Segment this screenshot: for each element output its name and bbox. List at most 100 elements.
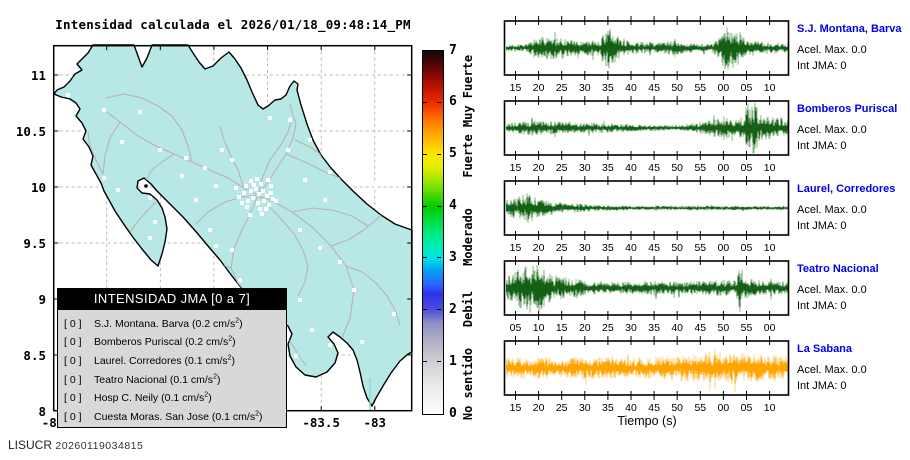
- time-tick-label: 30: [578, 402, 591, 414]
- road-line: [129, 201, 157, 233]
- time-tick-label: 20: [532, 162, 545, 174]
- costa-rica-landmass: [53, 44, 413, 407]
- time-tick-label: 10: [763, 242, 776, 254]
- colorbar-category-text: No sentido: [461, 348, 475, 421]
- station-marker: [268, 116, 272, 120]
- station-marker: [194, 198, 198, 202]
- waveform-trace: [506, 270, 788, 307]
- station-marker: [184, 156, 188, 160]
- time-tick-label: 05: [740, 242, 753, 254]
- station-marker: [214, 184, 218, 188]
- legend-intensity-value: [ 0 ]: [64, 373, 82, 386]
- int-jma-label: Int JMA: 0: [797, 300, 847, 312]
- station-marker: [266, 178, 270, 182]
- time-tick-label: 15: [509, 402, 522, 414]
- station-marker: [267, 203, 271, 207]
- jma-intensity-legend: INTENSIDAD JMA [0 a 7] [ 0 ] S.J. Montana…: [57, 288, 287, 429]
- legend-station-row: [ 0 ] Bomberos Puriscal (0.2 cm/s2): [58, 332, 286, 351]
- station-marker: [264, 207, 268, 211]
- time-tick-label: 50: [717, 322, 730, 334]
- station-marker: [203, 166, 207, 170]
- time-tick-label: 40: [625, 242, 637, 254]
- costa-rica-map: [52, 44, 413, 412]
- station-marker: [269, 184, 273, 188]
- colorbar-category-text: Muy Fuerte: [461, 55, 475, 128]
- legend-intensity-value: [ 0 ]: [64, 317, 82, 330]
- station-marker: [251, 196, 255, 200]
- station-marker: [242, 191, 246, 195]
- station-marker: [238, 278, 242, 282]
- colorbar-tick: [437, 361, 441, 363]
- time-tick-label: 35: [602, 82, 614, 94]
- y-tick-label: 10.5: [15, 124, 46, 139]
- time-tick-label: 10: [763, 82, 776, 94]
- time-tick-label: 30: [578, 82, 591, 94]
- int-jma-label: Int JMA: 0: [797, 140, 847, 152]
- colorbar-number: 2: [449, 301, 457, 317]
- legend-intensity-value: [ 0 ]: [64, 392, 82, 405]
- colorbar-tick: [423, 101, 427, 103]
- intensity-colorbar: [422, 50, 444, 415]
- y-tick-label: 10: [30, 180, 46, 195]
- station-marker: [245, 205, 249, 209]
- colorbar-number: 4: [449, 198, 457, 214]
- station-marker: [294, 354, 298, 358]
- legend-station-name: Bomberos Puriscal (0.2 cm/s2): [94, 335, 236, 349]
- seismogram-plot-2: [503, 96, 790, 160]
- jma-legend-rows: [ 0 ] S.J. Montana. Barva (0.2 cm/s2)[ 0 …: [57, 310, 287, 429]
- station-marker: [208, 228, 212, 232]
- colorbar-category-text: Debil: [461, 291, 475, 328]
- accel-max-label: Acel. Max. 0.0: [797, 124, 867, 136]
- colorbar-tick: [437, 205, 441, 207]
- legend-station-name: Hosp C. Neily (0.1 cm/s2): [94, 391, 212, 405]
- time-tick-label: 10: [763, 162, 776, 174]
- station-marker: [260, 212, 264, 216]
- station-marker: [271, 197, 275, 201]
- int-jma-label: Int JMA: 0: [797, 220, 847, 232]
- legend-intensity-value: [ 0 ]: [64, 411, 82, 424]
- y-tick-label: 9.5: [23, 236, 46, 251]
- time-tick-label: 30: [578, 242, 591, 254]
- legend-intensity-value: [ 0 ]: [64, 354, 82, 367]
- time-tick-label: 00: [717, 82, 730, 94]
- time-tick-label: 55: [694, 402, 707, 414]
- colorbar-tick: [437, 101, 441, 103]
- station-marker: [153, 220, 157, 224]
- time-tick-label: 55: [694, 162, 707, 174]
- station-marker: [298, 298, 302, 302]
- station-marker: [352, 288, 356, 292]
- time-tick-label: 40: [625, 402, 637, 414]
- station-marker: [261, 189, 265, 193]
- time-tick-label: 55: [694, 242, 707, 254]
- seismogram-plot-3: [503, 176, 790, 240]
- station-marker: [138, 110, 142, 114]
- station-marker: [158, 148, 162, 152]
- colorbar-number: 1: [449, 353, 457, 369]
- waveform-trace: [506, 355, 788, 384]
- station-marker: [148, 196, 152, 200]
- station-marker: [252, 183, 256, 187]
- station-marker: [220, 148, 224, 152]
- time-tick-label: 00: [717, 402, 730, 414]
- station-marker: [286, 148, 290, 152]
- time-tick-label: 05: [509, 322, 522, 334]
- station-marker: [338, 260, 342, 264]
- time-tick-label: 50: [671, 162, 684, 174]
- station-marker: [360, 340, 364, 344]
- station-marker: [244, 184, 248, 188]
- time-tick-label: 15: [555, 322, 568, 334]
- road-line: [87, 131, 104, 175]
- seismogram-frame: [503, 100, 790, 156]
- time-tick-label: 45: [694, 322, 707, 334]
- station-marker: [310, 328, 314, 332]
- time-axis-label: Tiempo (s): [617, 414, 677, 428]
- time-tick-label: 05: [740, 82, 753, 94]
- time-tick-label: 40: [625, 82, 637, 94]
- time-tick-label: 25: [555, 402, 568, 414]
- time-tick-label: 35: [602, 402, 614, 414]
- station-marker: [249, 189, 253, 193]
- time-tick-label: 00: [717, 242, 730, 254]
- station-marker: [66, 93, 70, 97]
- station-marker: [248, 213, 252, 217]
- time-tick-label: 00: [763, 322, 776, 334]
